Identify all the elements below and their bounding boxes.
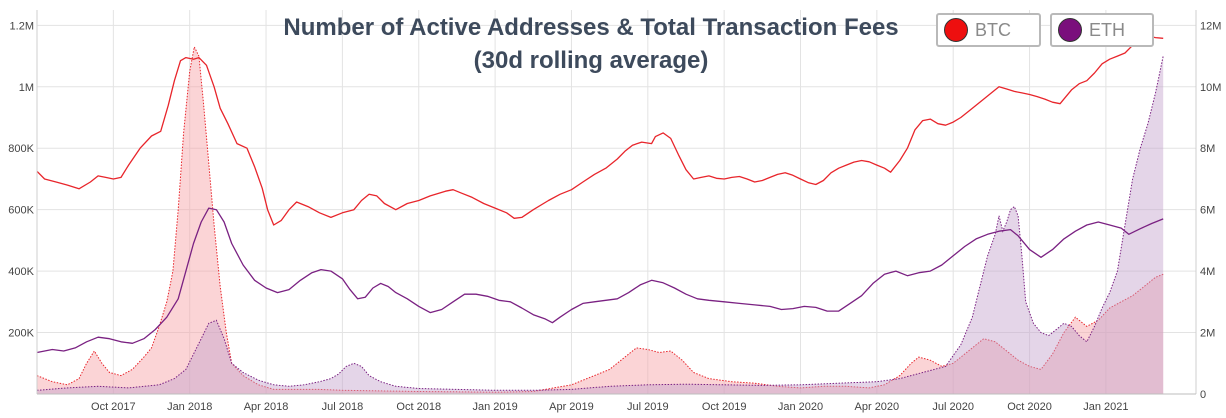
legend-label-btc: BTC <box>975 19 1011 40</box>
x-tick-label: Jul 2020 <box>932 401 974 413</box>
grid <box>37 10 1196 394</box>
left-tick-label: 200K <box>8 328 34 340</box>
left-tick-label: 400K <box>8 266 34 278</box>
right-tick-label: 2M <box>1200 328 1215 340</box>
legend-item-btc[interactable]: BTC <box>936 13 1041 47</box>
btc-fees-line <box>36 45 1164 393</box>
eth-fees-area <box>37 56 1164 394</box>
left-tick-label: 1.2M <box>10 20 34 32</box>
x-tick-label: Oct 2020 <box>1007 401 1052 413</box>
x-tick-label: Jan 2020 <box>778 401 823 413</box>
right-tick-label: 10M <box>1200 82 1221 94</box>
right-tick-label: 0 <box>1200 389 1206 401</box>
right-tick-label: 4M <box>1200 266 1215 278</box>
x-tick-label: Oct 2017 <box>91 401 136 413</box>
chart-title: Number of Active Addresses & Total Trans… <box>283 14 898 41</box>
x-tick-label: Oct 2018 <box>396 401 441 413</box>
x-tick-label: Jan 2019 <box>472 401 517 413</box>
btc-swatch-icon <box>944 18 968 42</box>
legend-item-eth[interactable]: ETH <box>1050 13 1154 47</box>
eth-addresses-line <box>36 207 1164 354</box>
x-tick-label: Jan 2021 <box>1083 401 1128 413</box>
eth-fees-line <box>36 55 1164 391</box>
chart-subtitle: (30d rolling average) <box>474 47 709 74</box>
series-fills <box>36 45 1164 395</box>
x-tick-label: Apr 2018 <box>244 401 289 413</box>
x-tick-label: Jul 2018 <box>322 401 364 413</box>
legend-label-eth: ETH <box>1089 19 1125 40</box>
left-tick-label: 1M <box>19 82 34 94</box>
btc-addresses-line <box>36 35 1164 226</box>
series-lines <box>36 35 1164 354</box>
right-tick-label: 8M <box>1200 143 1215 155</box>
right-tick-label: 6M <box>1200 205 1215 217</box>
x-tick-label: Oct 2019 <box>702 401 747 413</box>
left-tick-label: 800K <box>8 143 34 155</box>
axes: Oct 2017 Jan 2018 Apr 2018 Jul 2018 Oct 2018… <box>8 10 1221 413</box>
left-tick-label: 600K <box>8 205 34 217</box>
x-tick-label: Jan 2018 <box>167 401 212 413</box>
eth-swatch-icon <box>1058 18 1082 42</box>
x-tick-label: Apr 2020 <box>855 401 900 413</box>
x-tick-label: Apr 2019 <box>549 401 594 413</box>
right-tick-label: 12M <box>1200 20 1221 32</box>
x-tick-label: Jul 2019 <box>627 401 669 413</box>
btc-fees-area <box>37 46 1164 395</box>
